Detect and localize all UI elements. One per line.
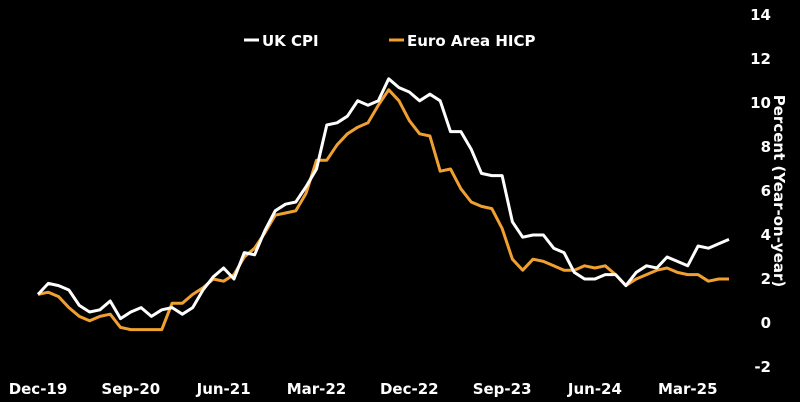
- x-tick-label: Mar-22: [287, 380, 347, 398]
- x-tick-label: Jun-24: [567, 380, 622, 398]
- y-tick-label: 10: [750, 94, 771, 112]
- legend-label-uk-cpi: UK CPI: [262, 32, 319, 50]
- y-tick-label: 2: [761, 270, 771, 288]
- y-tick-label: -2: [754, 358, 771, 376]
- y-tick-label: 4: [761, 226, 771, 244]
- series-line-euro-area-hicp: [37, 88, 729, 332]
- series-line-uk-cpi: [36, 77, 730, 321]
- legend: UK CPI Euro Area HICP: [244, 32, 536, 50]
- series-lines: [36, 77, 730, 332]
- y-axis-ticks: -2 0 2 4 6 8 10 12 14: [750, 6, 771, 376]
- y-axis-label: Percent (Year-on-year): [770, 95, 788, 288]
- x-tick-label: Dec-22: [380, 380, 439, 398]
- y-tick-label: 12: [750, 50, 771, 68]
- y-tick-label: 6: [761, 182, 771, 200]
- x-tick-label: Jun-21: [196, 380, 251, 398]
- x-tick-label: Sep-20: [101, 380, 160, 398]
- y-tick-label: 8: [761, 138, 771, 156]
- x-tick-label: Mar-25: [658, 380, 718, 398]
- x-axis-ticks: Dec-19 Sep-20 Jun-21 Mar-22 Dec-22 Sep-23 Jun-…: [9, 380, 718, 398]
- legend-label-euro-area-hicp: Euro Area HICP: [407, 32, 536, 50]
- y-tick-label: 14: [750, 6, 771, 24]
- x-tick-label: Sep-23: [473, 380, 532, 398]
- x-tick-label: Dec-19: [9, 380, 68, 398]
- y-tick-label: 0: [761, 314, 771, 332]
